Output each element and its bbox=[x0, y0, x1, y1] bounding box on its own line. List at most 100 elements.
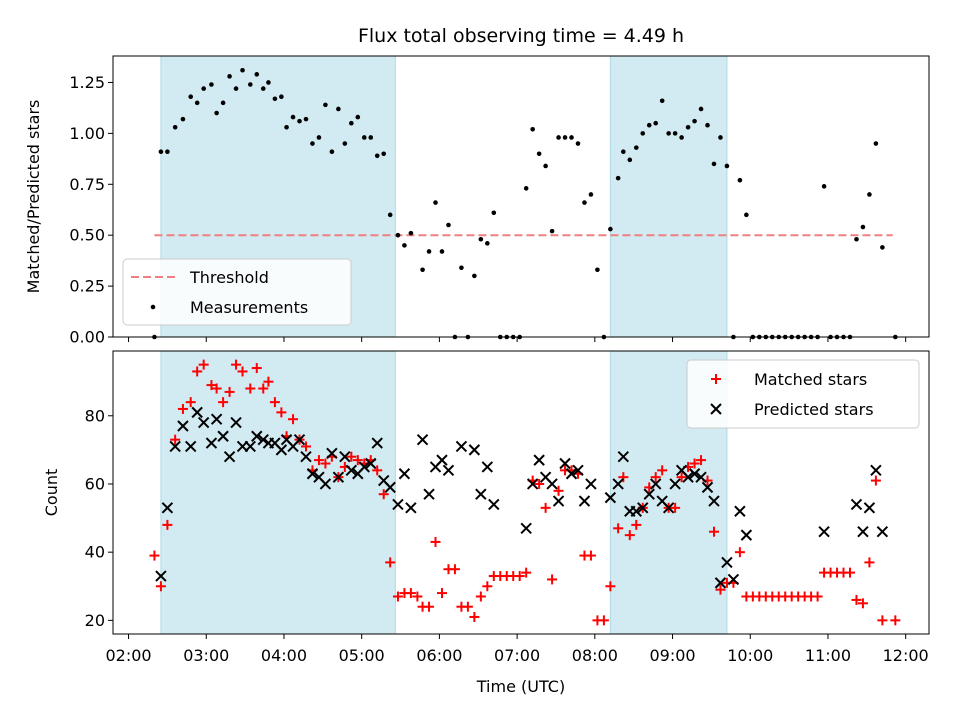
matched-star-point bbox=[149, 550, 160, 561]
measurement-point bbox=[485, 241, 490, 246]
matched-star-point bbox=[812, 591, 823, 602]
top-y-axis-label: Matched/Predicted stars bbox=[24, 100, 43, 294]
x-axis-label: Time (UTC) bbox=[476, 677, 565, 696]
matched-star-point bbox=[696, 455, 707, 466]
matched-star-point bbox=[857, 598, 868, 609]
matched-star-point bbox=[320, 458, 331, 469]
measurement-point bbox=[342, 141, 348, 146]
matched-star-point bbox=[378, 489, 389, 500]
measurement-point bbox=[303, 116, 309, 122]
predicted-star-point-stroke-b bbox=[734, 505, 746, 517]
predicted-star-point bbox=[230, 416, 242, 429]
predicted-star-point-stroke-b bbox=[371, 437, 383, 449]
matched-star-point bbox=[352, 455, 363, 466]
predicted-star-point bbox=[740, 529, 753, 541]
predicted-star-point-stroke-b bbox=[675, 464, 688, 477]
predicted-star-point bbox=[436, 454, 448, 466]
matched-star-point bbox=[211, 383, 222, 394]
matched-star-point bbox=[436, 588, 447, 599]
matched-star-point bbox=[276, 407, 287, 418]
matched-star-point bbox=[231, 359, 242, 370]
predicted-star-point-stroke-b bbox=[300, 450, 312, 463]
measurement-point bbox=[562, 135, 568, 140]
matched-star-point bbox=[346, 451, 357, 462]
measurement-point bbox=[672, 131, 678, 136]
predicted-star-point bbox=[177, 420, 189, 432]
measurement-point bbox=[349, 120, 354, 126]
predicted-star-point bbox=[197, 416, 210, 429]
bottom-y-tick-label: 60 bbox=[85, 474, 105, 493]
predicted-star-point-stroke-b bbox=[185, 440, 197, 453]
matched-star-point bbox=[864, 557, 875, 568]
matched-star-point bbox=[670, 502, 681, 513]
predicted-star-point bbox=[637, 502, 649, 514]
measurement-point bbox=[194, 100, 200, 106]
measurement-point bbox=[266, 80, 271, 85]
predicted-star-point-stroke-b bbox=[436, 454, 448, 466]
top-legend-box bbox=[122, 258, 352, 326]
predicted-star-point-stroke-b bbox=[205, 437, 218, 449]
predicted-star-point-stroke-b bbox=[662, 502, 675, 514]
measurement-point bbox=[615, 175, 621, 181]
predicted-star-point bbox=[863, 502, 876, 514]
matched-star-point bbox=[263, 376, 274, 387]
predicted-star-point bbox=[612, 478, 624, 490]
predicted-star-point bbox=[662, 502, 675, 514]
predicted-star-point-stroke-b bbox=[688, 468, 701, 480]
predicted-star-point-stroke-b bbox=[818, 526, 830, 538]
predicted-star-point bbox=[578, 495, 591, 507]
predicted-star-point bbox=[358, 461, 370, 473]
measurement-point bbox=[556, 135, 561, 140]
predicted-star-point-stroke-b bbox=[585, 478, 597, 490]
measurement-point bbox=[408, 230, 414, 236]
measurement-point bbox=[180, 116, 186, 122]
predicted-star-point bbox=[565, 468, 578, 480]
predicted-star-point-stroke-b bbox=[572, 464, 584, 477]
matched-star-point bbox=[521, 567, 532, 578]
measurement-point bbox=[433, 200, 438, 205]
predicted-star-point-stroke-b bbox=[565, 468, 578, 480]
predicted-star-point bbox=[714, 577, 727, 589]
measurement-point bbox=[698, 106, 704, 112]
predicted-star-point-stroke-b bbox=[326, 447, 338, 459]
predicted-star-point bbox=[326, 447, 338, 459]
matched-star-point bbox=[185, 397, 196, 408]
matched-star-point bbox=[251, 363, 262, 374]
measurement-point bbox=[543, 163, 548, 169]
measurement-point bbox=[627, 157, 633, 163]
predicted-star-point bbox=[392, 498, 404, 511]
measurement-point bbox=[323, 102, 328, 108]
bottom-y-tick-label: 80 bbox=[85, 406, 105, 425]
matched-star-point bbox=[613, 523, 624, 534]
measurement-point bbox=[478, 236, 484, 242]
predicted-star-point-stroke-b bbox=[546, 478, 558, 490]
matched-star-point bbox=[877, 615, 888, 626]
matched-star-point bbox=[177, 403, 188, 414]
measurement-point bbox=[165, 149, 170, 155]
predicted-star-point bbox=[169, 440, 181, 453]
measurement-point bbox=[172, 124, 178, 130]
measurement-point bbox=[873, 141, 879, 146]
matched-star-point bbox=[553, 485, 564, 496]
matched-star-point bbox=[715, 584, 726, 595]
matched-star-point bbox=[851, 594, 862, 605]
predicted-star-point-stroke-b bbox=[863, 502, 876, 514]
measurement-point bbox=[240, 67, 245, 73]
measurement-point bbox=[279, 94, 284, 100]
predicted-star-point-stroke-b bbox=[332, 471, 345, 483]
x-tick-label: 08:00 bbox=[572, 646, 618, 665]
predicted-star-point bbox=[682, 471, 694, 483]
measurement-point bbox=[718, 135, 723, 140]
measurement-point bbox=[426, 249, 432, 254]
measurement-point bbox=[361, 135, 367, 140]
predicted-star-point-stroke-b bbox=[306, 468, 319, 480]
legend-predicted-swatch-stroke-b bbox=[710, 403, 722, 415]
predicted-star-point bbox=[205, 437, 218, 449]
matched-star-point bbox=[269, 397, 280, 408]
measurement-point bbox=[867, 192, 872, 197]
top-y-tick-label: 0.50 bbox=[69, 226, 105, 245]
matched-star-point bbox=[598, 615, 609, 626]
chart-title: Flux total observing time = 4.49 h bbox=[358, 25, 684, 47]
predicted-star-point-stroke-b bbox=[857, 526, 869, 538]
measurement-point bbox=[395, 232, 401, 238]
